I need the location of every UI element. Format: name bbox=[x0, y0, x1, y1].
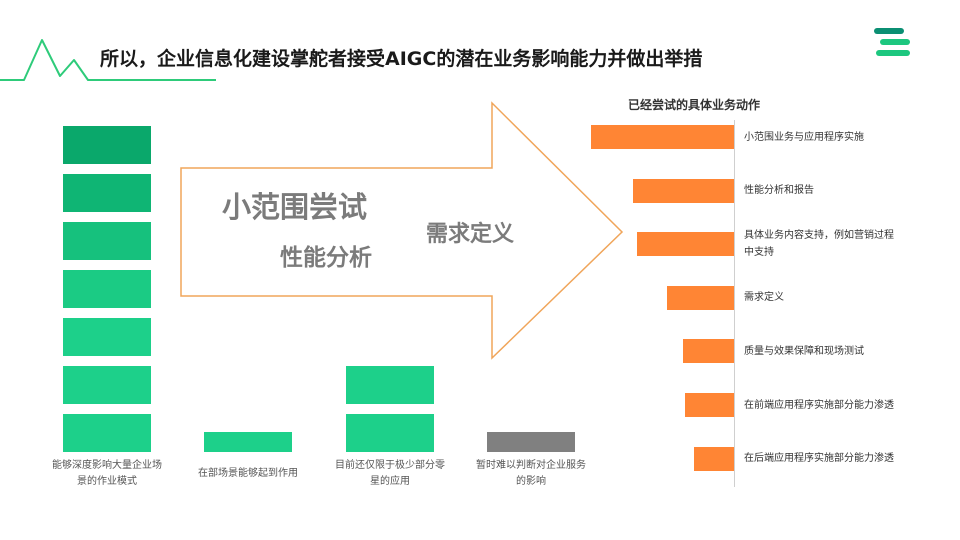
bar-category-label-line: 能够深度影响大量企业场 bbox=[52, 460, 162, 471]
hbar-label: 需求定义 bbox=[744, 289, 919, 306]
hbar bbox=[637, 232, 734, 257]
bar-block bbox=[63, 414, 151, 452]
slide-title: 所以，企业信息化建设掌舵者接受AIGC的潜在业务影响能力并做出举措 bbox=[100, 48, 703, 70]
arrow-text-requirements: 需求定义 bbox=[426, 222, 515, 247]
hbar-label: 小范围业务与应用程序实施 bbox=[744, 129, 919, 146]
hbar-label: 在前端应用程序实施部分能力渗透 bbox=[744, 397, 919, 414]
bar-category-label-line: 的影响 bbox=[516, 476, 546, 487]
hbar-label-line: 具体业务内容支持，例如营销过程 bbox=[744, 230, 894, 242]
bar-block bbox=[63, 174, 151, 212]
bar-block bbox=[487, 432, 575, 452]
bar-category-label-line: 暂时难以判断对企业服务 bbox=[476, 460, 586, 471]
hbar-label-line: 在前端应用程序实施部分能力渗透 bbox=[744, 399, 894, 411]
hbar-label: 性能分析和报告 bbox=[744, 182, 919, 199]
bar-block bbox=[63, 318, 151, 356]
hbar-label: 质量与效果保障和现场测试 bbox=[744, 343, 919, 360]
bar-category-label-line: 景的作业模式 bbox=[77, 476, 137, 487]
right-chart-title: 已经尝试的具体业务动作 bbox=[628, 98, 761, 112]
hbar bbox=[667, 285, 734, 310]
hbar bbox=[694, 446, 734, 471]
hbar-label-line: 需求定义 bbox=[744, 292, 784, 304]
hbar bbox=[591, 125, 734, 149]
bar-category-label-line: 星的应用 bbox=[370, 476, 410, 487]
bar-block bbox=[63, 126, 151, 164]
hbar bbox=[685, 393, 734, 417]
hbar-label-line: 性能分析和报告 bbox=[744, 185, 814, 197]
bar-block bbox=[204, 432, 292, 452]
arrow-text-small-trial: 小范围尝试 bbox=[222, 190, 368, 224]
bar-category-label: 在部场景能够起到作用 bbox=[192, 466, 304, 482]
bar-category-label: 暂时难以判断对企业服务 的影响 bbox=[475, 458, 587, 490]
bar-category-label: 目前还仅限于极少部分零 星的应用 bbox=[334, 458, 446, 490]
hbar-label-line: 小范围业务与应用程序实施 bbox=[744, 131, 864, 143]
hbar-label: 具体业务内容支持，例如营销过程 中支持 bbox=[744, 227, 919, 261]
hbar-label: 在后端应用程序实施部分能力渗透 bbox=[744, 450, 919, 467]
bar-block bbox=[63, 270, 151, 308]
bar-block bbox=[63, 366, 151, 404]
bar-category-label: 能够深度影响大量企业场 景的作业模式 bbox=[51, 458, 163, 490]
bar-category-label-line: 在部场景能够起到作用 bbox=[198, 468, 298, 479]
hbar bbox=[683, 339, 734, 364]
hbar-label-line: 在后端应用程序实施部分能力渗透 bbox=[744, 453, 894, 465]
arrow-text-performance: 性能分析 bbox=[280, 245, 372, 271]
bar-block bbox=[346, 414, 434, 452]
bar-block bbox=[346, 366, 434, 404]
hbar-label-line: 中支持 bbox=[744, 247, 774, 259]
bar-block bbox=[63, 222, 151, 260]
right-chart-axis bbox=[734, 120, 735, 487]
brand-logo-icon bbox=[874, 28, 910, 56]
hbar-label-line: 质量与效果保障和现场测试 bbox=[744, 345, 864, 357]
arrow-shape bbox=[180, 101, 624, 360]
heartbeat-line-icon bbox=[0, 39, 216, 81]
hbar bbox=[633, 178, 734, 203]
bar-category-label-line: 目前还仅限于极少部分零 bbox=[335, 460, 445, 471]
